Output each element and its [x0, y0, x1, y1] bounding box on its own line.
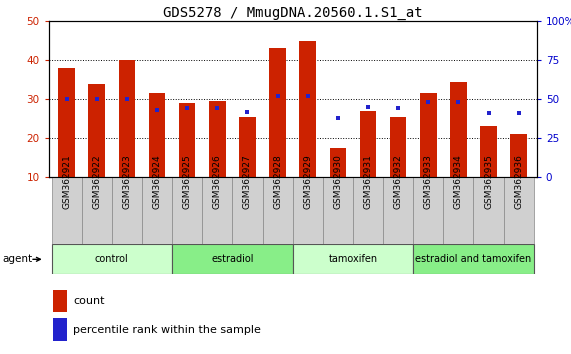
- Text: estradiol: estradiol: [211, 254, 254, 264]
- Text: GSM362932: GSM362932: [393, 155, 403, 209]
- Text: GSM362935: GSM362935: [484, 154, 493, 209]
- Bar: [420, 93, 437, 177]
- Text: GSM362922: GSM362922: [93, 155, 101, 209]
- Bar: [299, 41, 316, 177]
- Text: GSM362928: GSM362928: [273, 155, 282, 209]
- Text: GSM362931: GSM362931: [364, 154, 372, 209]
- Bar: [293, 177, 323, 244]
- Text: tamoxifen: tamoxifen: [328, 254, 377, 264]
- Bar: [54, 290, 67, 312]
- Text: GSM362930: GSM362930: [333, 154, 343, 209]
- Bar: [504, 177, 534, 244]
- Text: GSM362924: GSM362924: [152, 155, 162, 209]
- Bar: [239, 117, 256, 177]
- Bar: [89, 84, 105, 177]
- Text: GSM362926: GSM362926: [213, 155, 222, 209]
- Bar: [263, 177, 292, 244]
- Bar: [209, 101, 226, 177]
- Bar: [353, 177, 383, 244]
- Bar: [142, 177, 172, 244]
- Bar: [360, 111, 376, 177]
- Text: GSM362925: GSM362925: [183, 155, 192, 209]
- Text: GSM362936: GSM362936: [514, 154, 523, 209]
- Bar: [443, 177, 473, 244]
- Text: control: control: [95, 254, 128, 264]
- Bar: [450, 81, 467, 177]
- Text: GSM362923: GSM362923: [122, 155, 131, 209]
- Bar: [172, 177, 202, 244]
- Text: GSM362934: GSM362934: [454, 155, 463, 209]
- Bar: [232, 177, 263, 244]
- Text: agent: agent: [2, 254, 33, 264]
- Bar: [54, 318, 67, 341]
- Bar: [510, 134, 527, 177]
- Bar: [172, 244, 293, 274]
- Text: GSM362929: GSM362929: [303, 155, 312, 209]
- Text: estradiol and tamoxifen: estradiol and tamoxifen: [415, 254, 532, 264]
- Bar: [383, 177, 413, 244]
- Bar: [480, 126, 497, 177]
- Text: GSM362933: GSM362933: [424, 154, 433, 209]
- Bar: [202, 177, 232, 244]
- Text: GSM362921: GSM362921: [62, 155, 71, 209]
- Text: percentile rank within the sample: percentile rank within the sample: [73, 325, 261, 335]
- Bar: [148, 93, 166, 177]
- Bar: [112, 177, 142, 244]
- Bar: [413, 177, 443, 244]
- Bar: [119, 60, 135, 177]
- Title: GDS5278 / MmugDNA.20560.1.S1_at: GDS5278 / MmugDNA.20560.1.S1_at: [163, 6, 423, 20]
- FancyArrowPatch shape: [33, 257, 41, 261]
- Bar: [179, 103, 195, 177]
- Bar: [58, 68, 75, 177]
- Bar: [413, 244, 534, 274]
- Bar: [390, 117, 407, 177]
- Bar: [51, 244, 172, 274]
- Bar: [270, 48, 286, 177]
- Bar: [82, 177, 112, 244]
- Bar: [329, 148, 346, 177]
- Bar: [473, 177, 504, 244]
- Bar: [323, 177, 353, 244]
- Text: count: count: [73, 296, 104, 306]
- Bar: [293, 244, 413, 274]
- Bar: [51, 177, 82, 244]
- Text: GSM362927: GSM362927: [243, 155, 252, 209]
